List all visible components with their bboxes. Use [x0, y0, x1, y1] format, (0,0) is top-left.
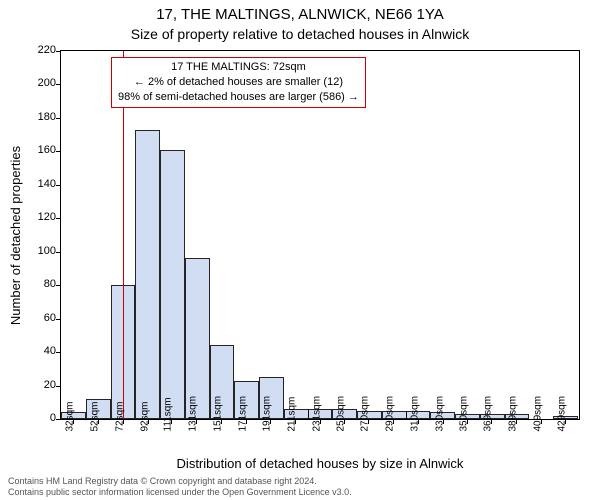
y-tick-mark — [56, 84, 61, 85]
histogram-bar — [135, 130, 160, 419]
y-axis-label-text: Number of detached properties — [9, 145, 24, 324]
annotation-line1: 17 THE MALTINGS: 72sqm — [118, 60, 359, 75]
footer-line2: Contains public sector information licen… — [8, 487, 352, 498]
y-tick-mark — [56, 419, 61, 420]
page: 17, THE MALTINGS, ALNWICK, NE66 1YA Size… — [0, 0, 600, 500]
y-tick-mark — [56, 51, 61, 52]
y-tick-mark — [56, 386, 61, 387]
y-tick-label: 200 — [16, 77, 56, 89]
y-tick-label: 0 — [16, 412, 56, 424]
y-tick-mark — [56, 352, 61, 353]
y-tick-mark — [56, 285, 61, 286]
y-tick-mark — [56, 118, 61, 119]
annotation-line3: 98% of semi-detached houses are larger (… — [118, 90, 359, 105]
title-address: 17, THE MALTINGS, ALNWICK, NE66 1YA — [0, 6, 600, 23]
annotation-box: 17 THE MALTINGS: 72sqm ← 2% of detached … — [111, 57, 366, 108]
y-tick-label: 60 — [16, 312, 56, 324]
footer-line1: Contains HM Land Registry data © Crown c… — [8, 476, 352, 487]
annotation-line2: ← 2% of detached houses are smaller (12) — [118, 75, 359, 90]
y-tick-label: 80 — [16, 278, 56, 290]
footer: Contains HM Land Registry data © Crown c… — [8, 476, 352, 498]
y-tick-mark — [56, 218, 61, 219]
title-subtitle: Size of property relative to detached ho… — [0, 26, 600, 42]
y-tick-label: 120 — [16, 211, 56, 223]
y-tick-label: 140 — [16, 178, 56, 190]
y-tick-label: 100 — [16, 245, 56, 257]
histogram-bar — [185, 258, 210, 419]
y-tick-label: 220 — [16, 44, 56, 56]
x-axis-label: Distribution of detached houses by size … — [60, 456, 580, 471]
y-tick-mark — [56, 319, 61, 320]
y-tick-mark — [56, 185, 61, 186]
y-tick-mark — [56, 151, 61, 152]
y-tick-label: 180 — [16, 111, 56, 123]
y-tick-mark — [56, 252, 61, 253]
y-tick-label: 20 — [16, 379, 56, 391]
histogram-bar — [160, 150, 185, 419]
y-tick-label: 160 — [16, 144, 56, 156]
y-axis-label: Number of detached properties — [6, 50, 26, 420]
y-tick-label: 40 — [16, 345, 56, 357]
chart-area: 17 THE MALTINGS: 72sqm ← 2% of detached … — [60, 50, 580, 420]
